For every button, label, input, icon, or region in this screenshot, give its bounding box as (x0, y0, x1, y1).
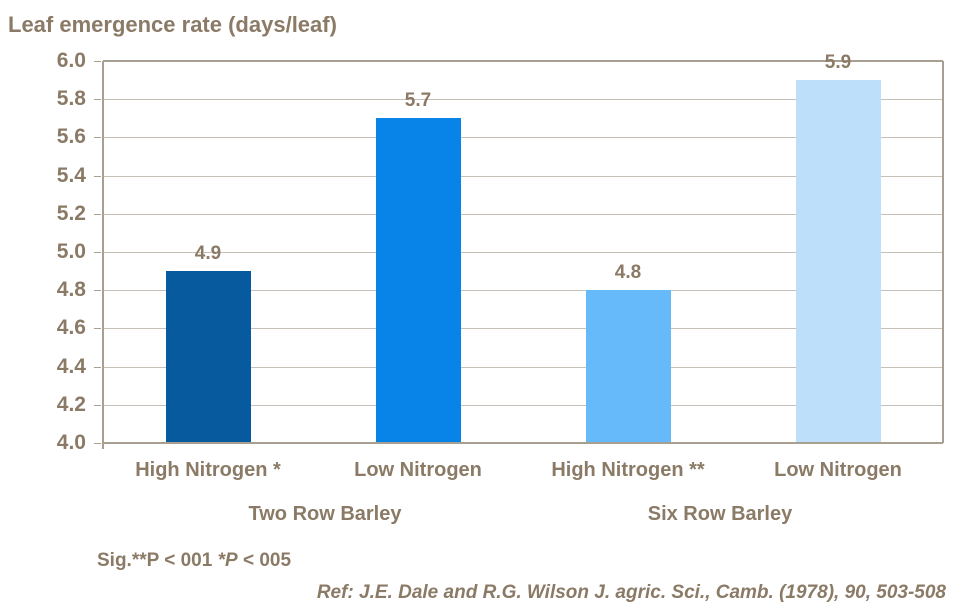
y-axis-tick (94, 176, 101, 177)
y-axis-tick (94, 367, 101, 368)
y-axis-tick (94, 214, 101, 215)
y-axis-label: 5.4 (56, 164, 86, 187)
category-label: Low Nitrogen (354, 459, 482, 481)
y-axis-tick (94, 137, 101, 138)
y-axis-line (102, 61, 104, 449)
gridline (103, 99, 943, 100)
y-axis-tick (94, 405, 101, 406)
gridline (103, 367, 943, 368)
significance-note-text: Sig.**P < 001 (97, 550, 218, 571)
plot-border-top (103, 60, 943, 62)
y-axis-label: 5.8 (56, 87, 86, 110)
group-label: Six Row Barley (647, 503, 793, 525)
bar-value-label: 4.9 (194, 243, 222, 264)
y-axis-label: 5.2 (56, 202, 86, 225)
y-axis-label: 4.2 (56, 393, 86, 416)
y-axis-tick (94, 99, 101, 100)
gridline (103, 290, 943, 291)
category-label: Low Nitrogen (774, 459, 902, 481)
bar (376, 118, 461, 443)
bar-value-label: 4.8 (614, 262, 642, 283)
y-axis-label: 4.0 (56, 431, 86, 454)
y-axis-label: 4.6 (56, 316, 86, 339)
y-axis-tick (94, 443, 101, 444)
bar (166, 271, 251, 443)
category-label: High Nitrogen ** (551, 459, 705, 481)
significance-note: Sig.**P < 001 *P < 005 (97, 550, 291, 572)
y-axis-tick (94, 61, 101, 62)
significance-note-suffix: < 005 (237, 550, 292, 571)
significance-note-italic: *P (217, 550, 238, 571)
gridline (103, 328, 943, 329)
y-axis-label: 6.0 (56, 49, 86, 72)
y-axis-tick (94, 290, 101, 291)
gridline (103, 405, 943, 406)
gridline (103, 252, 943, 253)
group-label: Two Row Barley (248, 503, 402, 525)
plot-border-right (942, 61, 944, 443)
chart-title: Leaf emergence rate (days/leaf) (8, 12, 337, 37)
y-axis-tick (94, 328, 101, 329)
gridline (103, 214, 943, 215)
gridline (103, 137, 943, 138)
bar (796, 80, 881, 443)
reference-citation: Ref: J.E. Dale and R.G. Wilson J. agric.… (316, 582, 946, 603)
y-axis-label: 5.6 (56, 125, 86, 148)
category-label: High Nitrogen * (135, 459, 281, 481)
y-axis-label: 4.8 (56, 278, 86, 301)
bar (586, 290, 671, 443)
gridline (103, 176, 943, 177)
bar-value-label: 5.9 (824, 52, 852, 73)
bar-value-label: 5.7 (404, 90, 432, 111)
y-axis-label: 5.0 (56, 240, 86, 263)
y-axis-label: 4.4 (56, 355, 86, 378)
y-axis-tick (94, 252, 101, 253)
x-axis-line (103, 442, 943, 444)
